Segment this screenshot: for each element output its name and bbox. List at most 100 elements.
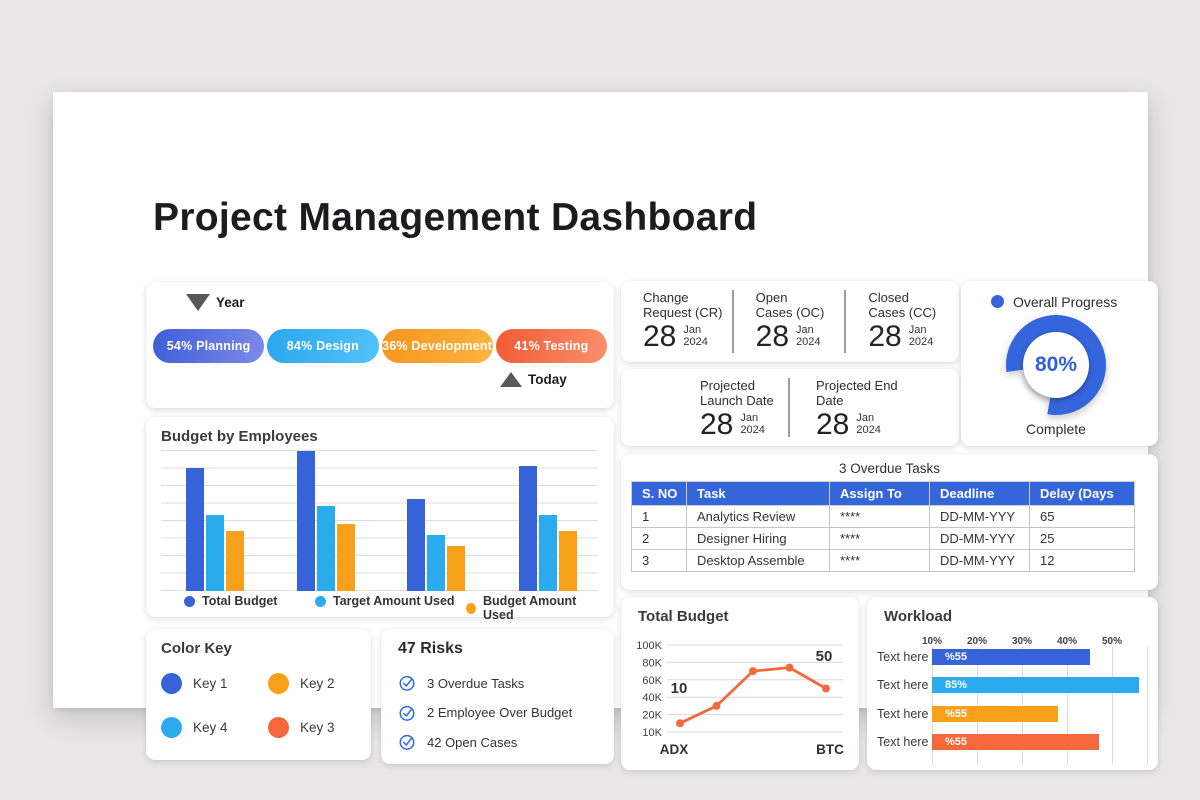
- workload-row-label: Text here: [877, 707, 929, 721]
- color-key-label: Key 1: [193, 676, 228, 691]
- table-cell: DD-MM-YYY: [929, 527, 1030, 550]
- year-marker: Year: [186, 294, 245, 311]
- table-cell: Desktop Assemble: [686, 549, 830, 572]
- phase-pill-1[interactable]: 54% Planning: [153, 329, 265, 363]
- risk-item[interactable]: 2 Employee Over Budget: [398, 703, 572, 723]
- date-stat-cell: Closed Cases (CC) 28 Jan 2024: [846, 281, 959, 362]
- check-circle-icon: [399, 705, 415, 721]
- color-key-label: Key 3: [300, 720, 335, 735]
- table-cell: ****: [829, 549, 930, 572]
- progress-donut-hole: 80%: [1023, 332, 1089, 398]
- budget-bar: [447, 546, 465, 591]
- color-key-dot-icon: [161, 717, 182, 738]
- legend-dot-icon: [466, 602, 477, 614]
- date-stat-value: 28 Jan 2024: [816, 410, 959, 440]
- color-key-title: Color Key: [161, 640, 232, 657]
- legend-item[interactable]: Target Amount Used: [315, 594, 455, 608]
- budget-bar: [407, 499, 425, 591]
- table-cell: DD-MM-YYY: [929, 505, 1030, 528]
- workload-tick-label: 40%: [1056, 636, 1078, 647]
- annotation: 10: [671, 680, 688, 697]
- workload-row-label: Text here: [877, 678, 929, 692]
- risk-item[interactable]: 3 Overdue Tasks: [398, 673, 524, 693]
- budget-bar: [539, 515, 557, 591]
- workload-bar: %55: [932, 734, 1099, 750]
- risk-label: 2 Employee Over Budget: [427, 705, 573, 720]
- progress-title: Overall Progress: [1013, 294, 1118, 310]
- date-stat-value: 28 Jan 2024: [756, 322, 847, 352]
- date-day: 28: [868, 320, 902, 353]
- date-month-year: Jan 2024: [796, 324, 821, 348]
- phase-pill-4[interactable]: 41% Testing: [495, 329, 607, 363]
- today-marker: Today: [500, 372, 567, 387]
- table-cell: DD-MM-YYY: [929, 549, 1030, 572]
- budget-legend: Total Budget Target Amount Used Budget Amo…: [161, 594, 599, 622]
- table-cell: Analytics Review: [686, 505, 830, 528]
- budget-bar: [297, 451, 315, 591]
- overdue-table-head: S. NO Task Assign To Deadline Delay (Days: [631, 481, 1135, 506]
- progress-caption: Complete: [1026, 421, 1086, 437]
- color-key-label: Key 4: [193, 720, 228, 735]
- projected-row: Projected Launch Date 28 Jan 2024 Projected E…: [621, 369, 959, 446]
- table-header-cell: Task: [686, 481, 830, 506]
- table-header-cell: Assign To: [829, 481, 930, 506]
- table-header-cell: S. NO: [631, 481, 687, 506]
- table-cell: Designer Hiring: [686, 527, 830, 550]
- legend-item[interactable]: Budget Amount Used: [466, 594, 599, 622]
- budget-bar: [337, 524, 355, 591]
- date-stat-cell: Projected End Date 28 Jan 2024: [790, 369, 959, 446]
- table-header-cell: Delay (Days: [1029, 481, 1135, 506]
- date-stat-value: 28 Jan 2024: [868, 322, 959, 352]
- y-tick-label: 10K: [642, 727, 662, 739]
- workload-bar: 85%: [932, 677, 1139, 693]
- y-tick-label: 80K: [642, 657, 662, 669]
- date-stat-label: Closed Cases (CC): [868, 290, 937, 320]
- workload-row-label: Text here: [877, 650, 929, 664]
- date-month-year: Jan 2024: [908, 324, 934, 348]
- legend-dot-icon: [184, 595, 195, 607]
- workload-bar: %55: [932, 649, 1090, 665]
- budget-bar: [206, 515, 224, 591]
- date-stat-cell: Projected Launch Date 28 Jan 2024: [621, 369, 790, 446]
- check-circle-icon: [399, 675, 415, 691]
- color-key-item: Key 4: [161, 717, 228, 738]
- date-stats-row: Change Request (CR) 28 Jan 2024 Open Cases (OC…: [621, 281, 959, 362]
- table-row[interactable]: 2 Designer Hiring **** DD-MM-YYY 25: [631, 527, 1135, 550]
- today-marker-icon: [500, 372, 522, 387]
- overdue-table-card: 3 Overdue Tasks S. NO Task Assign To Deadli…: [621, 454, 1158, 590]
- table-row[interactable]: 1 Analytics Review **** DD-MM-YYY 65: [631, 505, 1135, 528]
- budget-bar: [559, 531, 577, 591]
- workload-row-label: Text here: [877, 735, 929, 749]
- date-stat-cell: Open Cases (OC) 28 Jan 2024: [734, 281, 847, 362]
- progress-donut: 80%: [1006, 315, 1106, 415]
- table-row[interactable]: 3 Desktop Assemble **** DD-MM-YYY 12: [631, 549, 1135, 572]
- budget-chart-title: Budget by Employees: [161, 428, 318, 445]
- data-point: [676, 719, 684, 728]
- workload-plot: %55 85% %55 %55: [932, 647, 1148, 764]
- today-label: Today: [528, 372, 567, 387]
- date-month-year: Jan 2024: [683, 324, 708, 348]
- color-key-label: Key 2: [300, 676, 335, 691]
- legend-item[interactable]: Total Budget: [184, 594, 277, 608]
- date-stat-label: Open Cases (OC): [755, 290, 825, 320]
- data-point: [822, 684, 830, 693]
- date-day: 28: [816, 408, 850, 441]
- date-day: 28: [643, 320, 677, 353]
- budget-bar: [186, 468, 204, 591]
- table-cell: 1: [631, 505, 687, 528]
- phase-pill-2[interactable]: 84% Design: [267, 329, 379, 363]
- phase-pill-3[interactable]: 36% Development: [381, 329, 493, 363]
- legend-label: Target Amount Used: [333, 594, 455, 608]
- color-key-dot-icon: [268, 673, 289, 694]
- date-stat-cell: Change Request (CR) 28 Jan 2024: [621, 281, 734, 362]
- workload-bar: %55: [932, 706, 1058, 722]
- date-stat-value: 28 Jan 2024: [700, 410, 790, 440]
- workload-card: Workload 10% 20% 30% 40% 50% Text here Text h…: [867, 597, 1158, 770]
- table-cell: 3: [631, 549, 687, 572]
- overdue-table-title: 3 Overdue Tasks: [838, 461, 941, 476]
- date-day: 28: [755, 320, 790, 353]
- data-point: [712, 701, 721, 710]
- risk-item[interactable]: 42 Open Cases: [398, 732, 517, 752]
- total-budget-title: Total Budget: [638, 608, 729, 625]
